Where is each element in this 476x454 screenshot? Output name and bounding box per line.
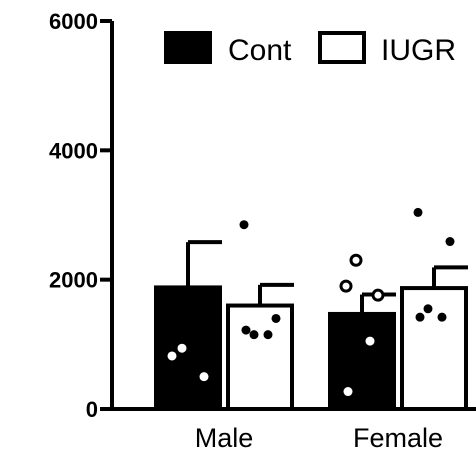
- data-point-female-iugr: [423, 304, 433, 314]
- data-point-male-cont: [167, 351, 177, 361]
- data-point-male-cont: [177, 343, 187, 353]
- data-point-female-cont: [339, 279, 353, 293]
- legend-swatch-iugr: [318, 31, 366, 64]
- legend-swatch-cont: [164, 31, 212, 64]
- y-tick-label: 6000: [49, 9, 98, 34]
- bar-female-iugr: [400, 286, 468, 411]
- x-category-label-female: Female: [353, 423, 443, 453]
- data-point-male-iugr: [271, 313, 281, 323]
- data-point-male-iugr: [239, 220, 249, 230]
- x-category-label-male: Male: [195, 423, 254, 453]
- data-point-female-cont: [365, 336, 375, 346]
- data-point-female-cont: [371, 288, 385, 302]
- data-point-female-iugr: [415, 312, 425, 322]
- data-point-male-iugr: [241, 325, 251, 335]
- data-point-female-iugr: [413, 207, 423, 217]
- y-tick-label: 4000: [49, 138, 98, 163]
- data-point-female-cont: [343, 387, 353, 397]
- data-point-female-iugr: [437, 312, 447, 322]
- legend: Cont IUGR: [164, 31, 456, 67]
- data-point-male-cont: [199, 372, 209, 382]
- bar-male-cont: [154, 285, 222, 411]
- legend-item-iugr: IUGR: [318, 31, 456, 67]
- y-axis: 0 2000 4000 6000: [49, 9, 114, 422]
- bar-female-cont: [328, 311, 396, 411]
- y-tick-label: 2000: [49, 268, 98, 293]
- legend-label-cont: Cont: [228, 34, 292, 67]
- data-point-female-iugr: [445, 237, 455, 247]
- data-point-male-iugr: [249, 330, 259, 340]
- legend-item-cont: Cont: [164, 31, 292, 67]
- legend-label-iugr: IUGR: [381, 34, 456, 67]
- y-tick-label: 0: [86, 397, 98, 422]
- data-point-female-cont: [349, 253, 363, 267]
- data-point-male-iugr: [263, 330, 273, 340]
- bar-male-iugr: [226, 303, 294, 411]
- plot-area: Male Female: [154, 207, 468, 453]
